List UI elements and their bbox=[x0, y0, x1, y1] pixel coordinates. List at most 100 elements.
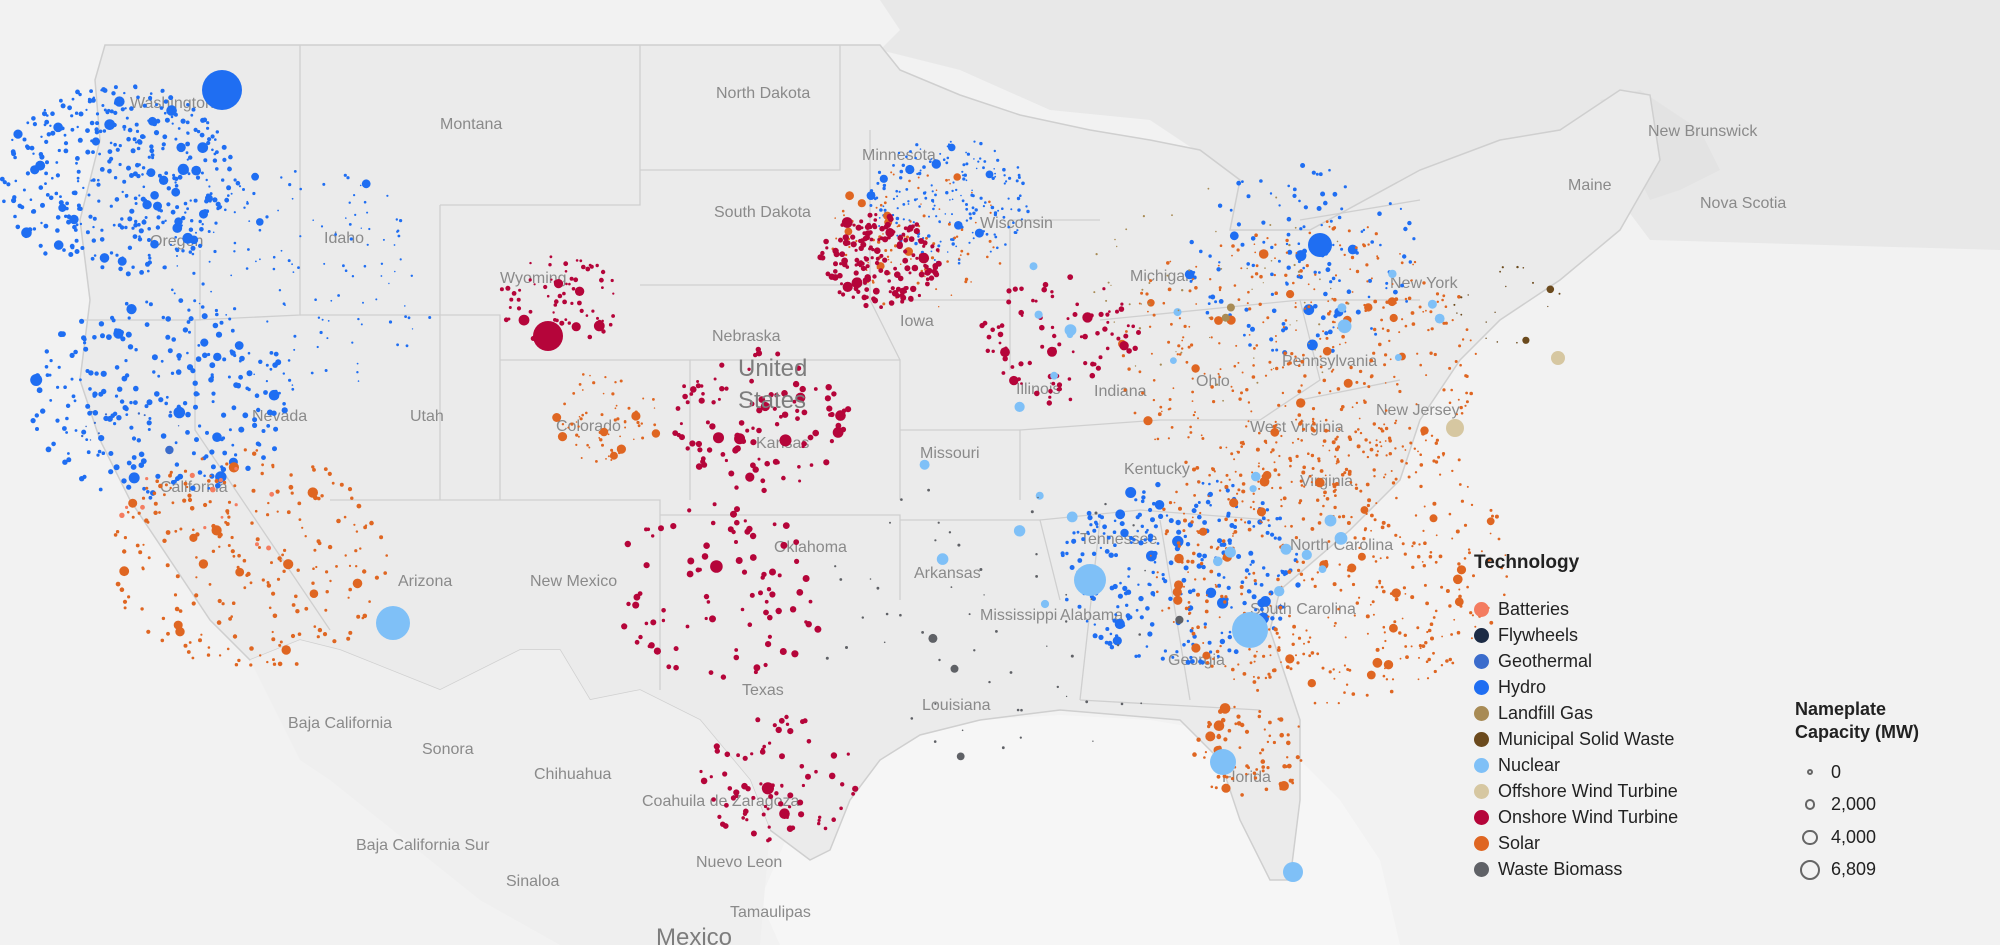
plant-marker[interactable] bbox=[96, 453, 100, 457]
plant-marker[interactable] bbox=[1399, 657, 1402, 660]
plant-marker[interactable] bbox=[1344, 341, 1347, 344]
plant-marker[interactable] bbox=[1366, 503, 1370, 508]
plant-marker[interactable] bbox=[142, 543, 145, 546]
plant-marker[interactable] bbox=[1077, 604, 1082, 609]
plant-marker[interactable] bbox=[205, 194, 213, 203]
plant-marker[interactable] bbox=[882, 302, 886, 306]
plant-marker[interactable] bbox=[611, 314, 615, 318]
plant-marker[interactable] bbox=[388, 320, 393, 324]
plant-marker[interactable] bbox=[206, 121, 210, 125]
plant-marker[interactable] bbox=[890, 286, 895, 291]
plant-marker[interactable] bbox=[1248, 343, 1252, 347]
plant-marker[interactable] bbox=[1354, 246, 1358, 250]
plant-marker[interactable] bbox=[134, 348, 138, 352]
plant-marker[interactable] bbox=[1454, 597, 1464, 607]
plant-marker[interactable] bbox=[1474, 352, 1477, 355]
plant-marker[interactable] bbox=[191, 165, 202, 176]
plant-marker[interactable] bbox=[121, 190, 124, 194]
plant-marker[interactable] bbox=[195, 175, 201, 180]
plant-marker[interactable] bbox=[1264, 374, 1268, 377]
plant-marker[interactable] bbox=[188, 316, 194, 322]
plant-marker[interactable] bbox=[263, 390, 268, 395]
plant-marker[interactable] bbox=[1227, 498, 1230, 501]
plant-marker[interactable] bbox=[1167, 340, 1171, 344]
plant-marker[interactable] bbox=[623, 420, 627, 423]
plant-marker[interactable] bbox=[227, 515, 231, 519]
plant-marker[interactable] bbox=[895, 216, 900, 221]
plant-marker[interactable] bbox=[1371, 600, 1375, 604]
plant-marker[interactable] bbox=[528, 309, 533, 314]
plant-marker[interactable] bbox=[1172, 621, 1175, 623]
plant-marker[interactable] bbox=[1056, 382, 1063, 388]
plant-marker[interactable] bbox=[1340, 207, 1344, 211]
plant-marker[interactable] bbox=[92, 216, 97, 221]
plant-marker[interactable] bbox=[1297, 725, 1300, 728]
plant-marker[interactable] bbox=[807, 434, 814, 441]
plant-marker[interactable] bbox=[1343, 471, 1347, 475]
plant-marker[interactable] bbox=[1242, 672, 1247, 676]
plant-marker[interactable] bbox=[366, 211, 369, 214]
plant-marker[interactable] bbox=[1181, 339, 1184, 342]
plant-marker[interactable] bbox=[1501, 266, 1504, 269]
plant-marker[interactable] bbox=[1155, 481, 1161, 488]
plant-marker[interactable] bbox=[276, 510, 279, 513]
plant-marker[interactable] bbox=[1362, 228, 1366, 232]
plant-marker[interactable] bbox=[899, 613, 902, 617]
plant-marker[interactable] bbox=[1262, 473, 1266, 478]
plant-marker[interactable] bbox=[833, 269, 838, 274]
plant-marker[interactable] bbox=[127, 316, 131, 320]
plant-marker[interactable] bbox=[1497, 537, 1501, 541]
plant-marker[interactable] bbox=[1066, 511, 1078, 523]
plant-marker[interactable] bbox=[1279, 732, 1284, 738]
plant-marker[interactable] bbox=[1261, 521, 1263, 524]
plant-marker[interactable] bbox=[234, 467, 238, 471]
plant-marker[interactable] bbox=[131, 226, 135, 230]
plant-marker[interactable] bbox=[1209, 545, 1213, 549]
plant-marker[interactable] bbox=[186, 103, 190, 107]
plant-marker[interactable] bbox=[1120, 702, 1124, 706]
plant-marker[interactable] bbox=[146, 490, 150, 494]
plant-marker[interactable] bbox=[1224, 517, 1228, 522]
plant-marker[interactable] bbox=[1277, 473, 1281, 477]
plant-marker[interactable] bbox=[1284, 273, 1288, 277]
plant-marker[interactable] bbox=[1192, 413, 1196, 417]
plant-marker[interactable] bbox=[882, 233, 884, 235]
plant-marker[interactable] bbox=[985, 232, 989, 236]
plant-marker[interactable] bbox=[255, 449, 259, 452]
plant-marker[interactable] bbox=[86, 450, 91, 455]
plant-marker[interactable] bbox=[1363, 400, 1367, 404]
plant-marker[interactable] bbox=[1192, 551, 1196, 556]
plant-marker[interactable] bbox=[1404, 645, 1408, 648]
plant-marker[interactable] bbox=[1175, 650, 1179, 654]
plant-marker[interactable] bbox=[1384, 639, 1387, 643]
plant-marker[interactable] bbox=[119, 587, 125, 592]
plant-marker[interactable] bbox=[570, 422, 574, 426]
plant-marker[interactable] bbox=[1168, 398, 1172, 401]
plant-marker[interactable] bbox=[1163, 649, 1167, 653]
plant-marker[interactable] bbox=[296, 568, 300, 572]
plant-marker[interactable] bbox=[227, 194, 230, 197]
plant-marker[interactable] bbox=[1323, 200, 1328, 206]
plant-marker[interactable] bbox=[218, 532, 223, 537]
plant-marker[interactable] bbox=[738, 420, 745, 426]
plant-marker[interactable] bbox=[977, 160, 980, 163]
plant-marker[interactable] bbox=[1339, 588, 1343, 592]
plant-marker[interactable] bbox=[1336, 240, 1339, 243]
plant-marker[interactable] bbox=[937, 521, 940, 524]
plant-marker[interactable] bbox=[1259, 274, 1263, 279]
plant-marker[interactable] bbox=[1189, 431, 1193, 434]
plant-marker[interactable] bbox=[1368, 441, 1372, 444]
plant-marker[interactable] bbox=[988, 200, 991, 204]
plant-marker[interactable] bbox=[72, 224, 77, 230]
plant-marker[interactable] bbox=[1369, 447, 1374, 452]
plant-marker[interactable] bbox=[1191, 377, 1194, 380]
plant-marker[interactable] bbox=[63, 141, 69, 146]
plant-marker[interactable] bbox=[612, 292, 615, 295]
plant-marker[interactable] bbox=[66, 457, 72, 463]
plant-marker[interactable] bbox=[351, 275, 355, 278]
plant-marker[interactable] bbox=[1384, 409, 1388, 412]
plant-marker[interactable] bbox=[730, 510, 737, 518]
plant-marker[interactable] bbox=[1394, 597, 1399, 602]
plant-marker[interactable] bbox=[29, 198, 33, 201]
plant-marker[interactable] bbox=[602, 392, 605, 395]
